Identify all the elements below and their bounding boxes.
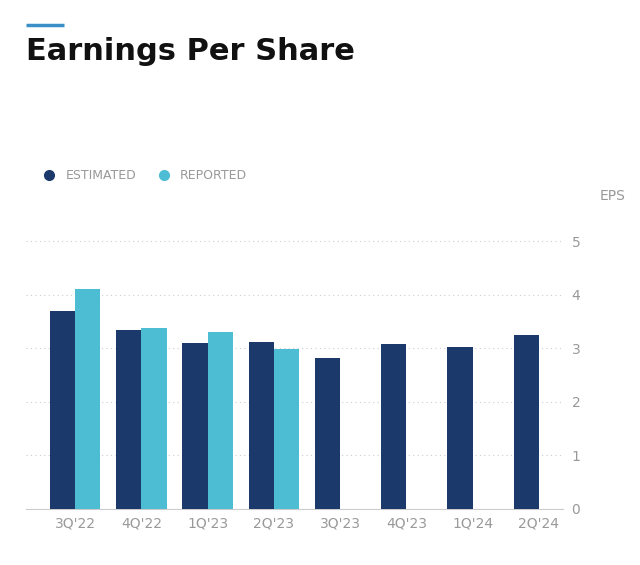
Bar bbox=[76, 289, 100, 508]
Text: Earnings Per Share: Earnings Per Share bbox=[26, 37, 355, 66]
Bar bbox=[182, 343, 207, 508]
Bar bbox=[116, 329, 141, 508]
Bar bbox=[141, 328, 166, 508]
Bar bbox=[315, 358, 340, 508]
Text: EPS: EPS bbox=[599, 189, 625, 203]
Bar bbox=[50, 311, 76, 508]
Bar bbox=[447, 347, 472, 508]
Bar bbox=[249, 342, 274, 508]
Bar bbox=[513, 335, 539, 508]
Bar bbox=[274, 349, 299, 508]
Bar bbox=[381, 344, 406, 508]
Bar bbox=[207, 332, 233, 508]
Legend: ESTIMATED, REPORTED: ESTIMATED, REPORTED bbox=[32, 164, 252, 188]
